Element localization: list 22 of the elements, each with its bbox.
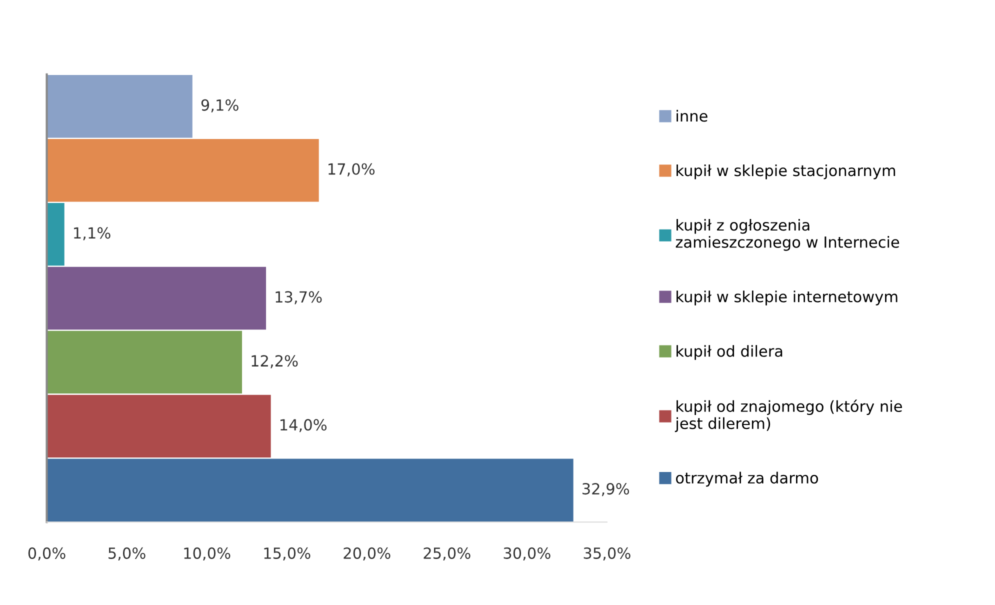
x-tick-label: 30,0% [504,547,550,560]
legend-label: kupił w sklepie internetowym [676,290,898,306]
legend-label: kupił od znajomego (który nie jest dilerem) [674,400,902,432]
data-label: 14,0% [280,419,327,432]
data-label: 17,0% [328,163,375,176]
data-label: 9,1% [201,99,238,112]
data-label: 12,2% [252,355,298,368]
legend-label: kupił od dilera [676,345,782,360]
data-label: 1,1% [74,227,110,240]
x-tick-label: 5,0% [108,547,146,560]
legend-label: inne [676,110,708,122]
x-tick-label: 15,0% [264,547,310,560]
x-tick-label: 0,0% [28,547,66,560]
x-tick-label: 25,0% [424,547,470,560]
legend-label: otrzymał za darmo [676,472,818,487]
x-tick-label: 35,0% [584,547,630,560]
x-tick-label: 20,0% [344,547,390,560]
data-label: 13,7% [276,291,322,304]
x-tick-label: 10,0% [184,547,230,560]
legend-label: kupił w sklepie stacjonarnym [676,164,896,180]
legend-label: kupił z ogłoszenia zamieszczonego w Internecie [676,218,900,251]
data-label: 32,9% [582,483,630,496]
